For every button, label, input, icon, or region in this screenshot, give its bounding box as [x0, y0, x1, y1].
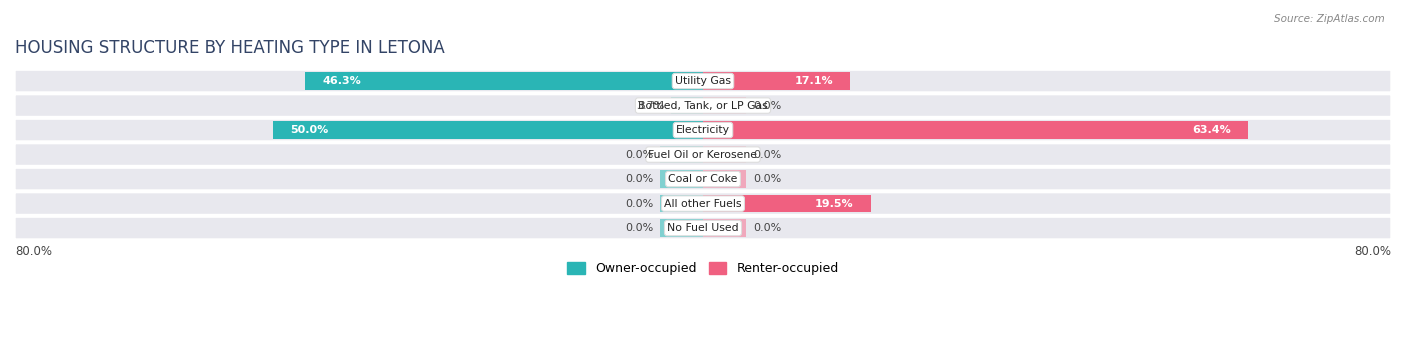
- Bar: [703, 195, 870, 212]
- Text: 0.0%: 0.0%: [624, 150, 654, 159]
- Bar: [659, 170, 703, 188]
- Text: 80.0%: 80.0%: [15, 245, 52, 258]
- Bar: [703, 121, 1249, 139]
- Text: Electricity: Electricity: [676, 125, 730, 135]
- Bar: [659, 146, 703, 164]
- Text: 80.0%: 80.0%: [1354, 245, 1391, 258]
- Text: HOUSING STRUCTURE BY HEATING TYPE IN LETONA: HOUSING STRUCTURE BY HEATING TYPE IN LET…: [15, 39, 444, 57]
- Bar: [703, 97, 747, 114]
- Text: 17.1%: 17.1%: [794, 76, 832, 86]
- Text: 0.0%: 0.0%: [624, 199, 654, 208]
- Text: All other Fuels: All other Fuels: [664, 199, 742, 208]
- Text: 0.0%: 0.0%: [752, 101, 782, 111]
- Bar: [703, 146, 747, 164]
- Text: 0.0%: 0.0%: [624, 174, 654, 184]
- Text: Fuel Oil or Kerosene: Fuel Oil or Kerosene: [648, 150, 758, 159]
- FancyBboxPatch shape: [14, 70, 1392, 92]
- Text: Coal or Coke: Coal or Coke: [668, 174, 738, 184]
- Text: 50.0%: 50.0%: [290, 125, 329, 135]
- Text: 63.4%: 63.4%: [1192, 125, 1232, 135]
- Bar: [659, 219, 703, 237]
- Text: Source: ZipAtlas.com: Source: ZipAtlas.com: [1274, 14, 1385, 23]
- Bar: [703, 219, 747, 237]
- Text: 19.5%: 19.5%: [815, 199, 853, 208]
- Text: Bottled, Tank, or LP Gas: Bottled, Tank, or LP Gas: [638, 101, 768, 111]
- Bar: [703, 170, 747, 188]
- FancyBboxPatch shape: [14, 143, 1392, 166]
- Text: 46.3%: 46.3%: [322, 76, 361, 86]
- Bar: [305, 72, 703, 90]
- FancyBboxPatch shape: [14, 192, 1392, 215]
- FancyBboxPatch shape: [14, 217, 1392, 239]
- FancyBboxPatch shape: [14, 119, 1392, 141]
- Bar: [703, 72, 851, 90]
- Legend: Owner-occupied, Renter-occupied: Owner-occupied, Renter-occupied: [562, 257, 844, 280]
- FancyBboxPatch shape: [14, 94, 1392, 117]
- Bar: [659, 195, 703, 212]
- Text: 0.0%: 0.0%: [752, 223, 782, 233]
- Text: No Fuel Used: No Fuel Used: [668, 223, 738, 233]
- Text: 0.0%: 0.0%: [624, 223, 654, 233]
- FancyBboxPatch shape: [14, 168, 1392, 190]
- Text: 0.0%: 0.0%: [752, 174, 782, 184]
- Text: 3.7%: 3.7%: [636, 101, 664, 111]
- Bar: [273, 121, 703, 139]
- Bar: [671, 97, 703, 114]
- Text: Utility Gas: Utility Gas: [675, 76, 731, 86]
- Text: 0.0%: 0.0%: [752, 150, 782, 159]
